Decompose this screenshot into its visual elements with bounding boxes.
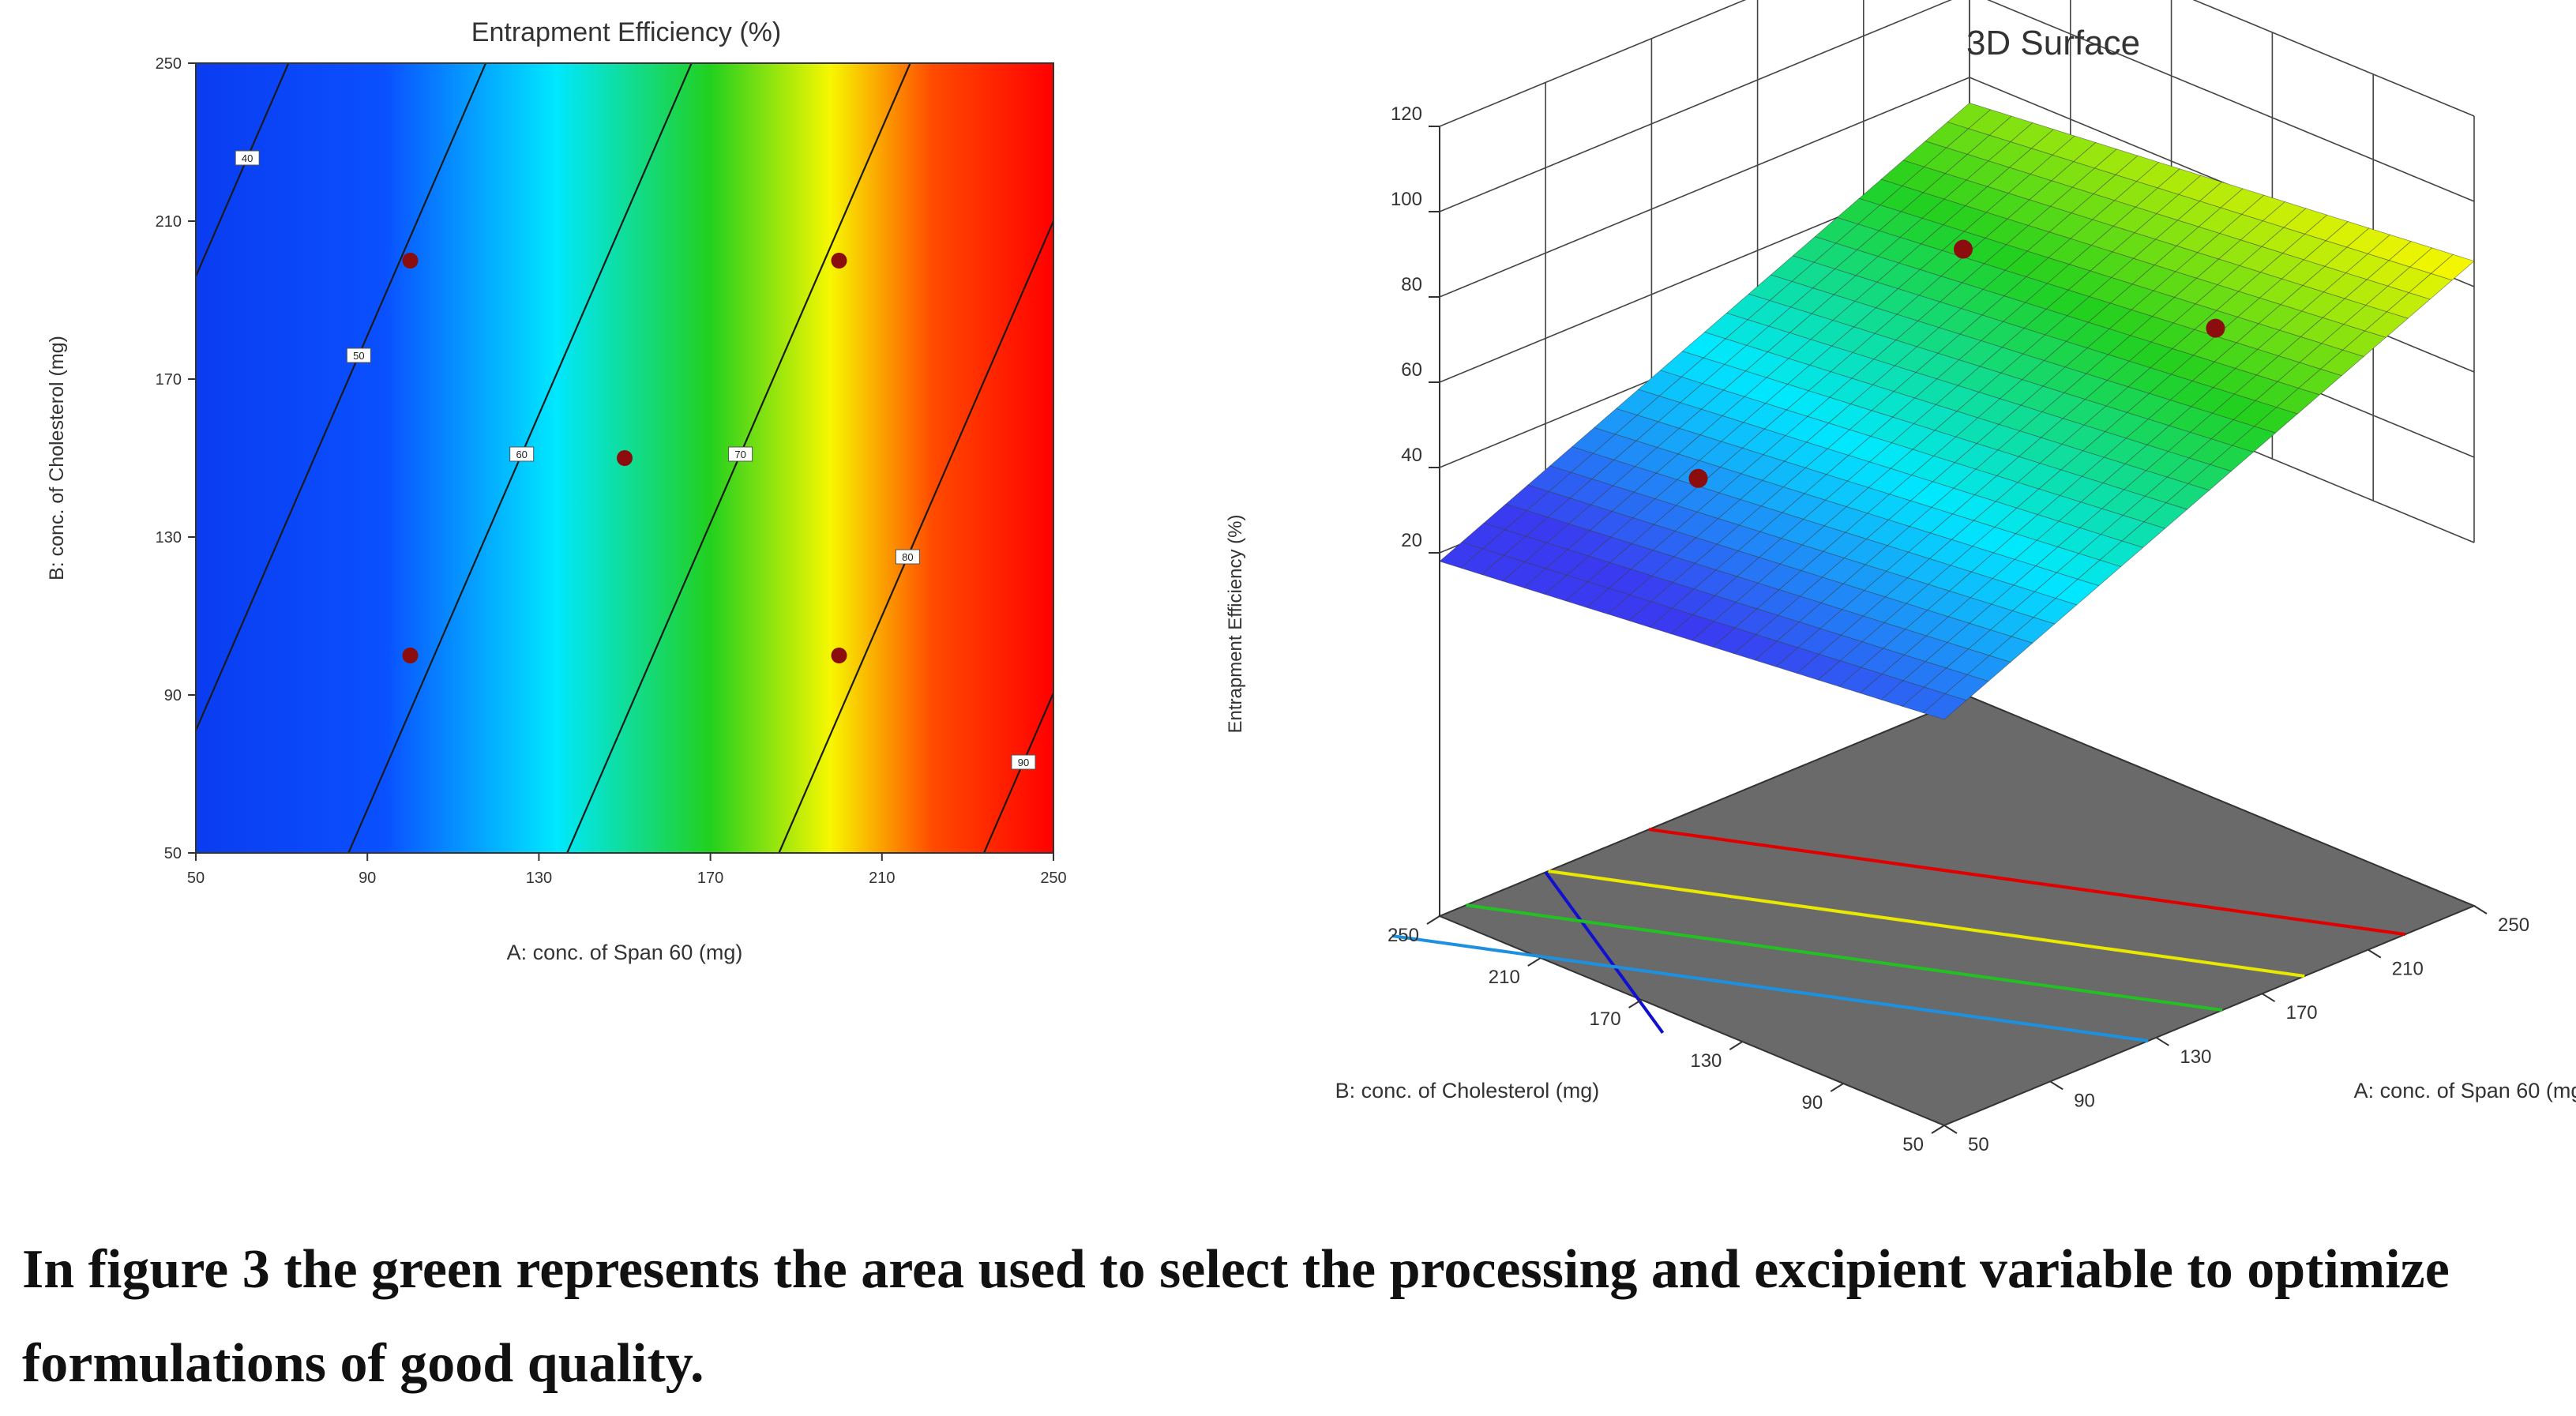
- b-axis-label: B: conc. of Cholesterol (mg): [1335, 1079, 1600, 1102]
- x-tick-label: 170: [697, 870, 723, 887]
- contour-label-80: 80: [902, 551, 913, 563]
- a-tick-mark: [2368, 948, 2382, 959]
- contour-label-box-60: [509, 446, 535, 462]
- floor-contour-line: [1548, 870, 2305, 978]
- b-tick-mark: [1931, 1125, 1945, 1134]
- a-tick-mark: [2049, 1080, 2063, 1091]
- z-axis-label: Entrapment Efficiency (%): [1225, 515, 1246, 734]
- z-tick-label: 120: [1391, 103, 1422, 125]
- contour-design-point: [831, 253, 847, 269]
- a-tick-mark: [1943, 1125, 1958, 1134]
- b-tick-label: 90: [1801, 1092, 1823, 1114]
- x-tick-label: 130: [526, 870, 552, 887]
- y-axis-label: B: conc. of Cholesterol (mg): [46, 336, 68, 580]
- y-tick-label: 130: [156, 529, 182, 546]
- contour-frame: [195, 62, 1054, 854]
- a-tick-mark: [2473, 905, 2488, 915]
- a-tick-label: 90: [2074, 1090, 2095, 1111]
- a-tick-label: 130: [2180, 1046, 2211, 1068]
- contour-design-point: [402, 648, 419, 663]
- figure: Entrapment Efficiency (%) 3D Surface 40 5…: [46, 0, 2576, 1155]
- contour-label-50: 50: [353, 350, 364, 362]
- contour-design-point: [831, 648, 847, 663]
- floor-contour-line: [1466, 903, 2223, 1012]
- a-tick-label: 250: [2498, 915, 2529, 936]
- b-tick-label: 130: [1690, 1050, 1722, 1072]
- figure-caption: In figure 3 the green represents the are…: [22, 1239, 2450, 1394]
- contour-label-40: 40: [242, 152, 253, 164]
- a-tick-label: 170: [2286, 1002, 2318, 1024]
- b-tick-mark: [1628, 999, 1643, 1008]
- a-tick-mark: [2262, 993, 2276, 1003]
- contour-plot-title: Entrapment Efficiency (%): [471, 17, 782, 47]
- contour-label-box-70: [728, 446, 753, 462]
- contour-label-60: 60: [516, 449, 527, 460]
- b-tick-label: 170: [1590, 1008, 1621, 1030]
- wall-grid-line: [1439, 0, 2475, 212]
- x-tick-label: 90: [359, 870, 376, 887]
- a-tick-mark: [2155, 1036, 2169, 1046]
- surface-design-point: [2206, 318, 2225, 338]
- surface-floor: [1437, 695, 2476, 1127]
- b-tick-label: 210: [1489, 967, 1520, 988]
- contour-line-50: [196, 63, 487, 733]
- surface-cell: [1922, 693, 1967, 720]
- contour-label-box-90: [1011, 754, 1036, 770]
- a-tick-label: 210: [2392, 959, 2424, 980]
- z-tick-label: 80: [1401, 274, 1422, 295]
- floor-contour-line: [1648, 828, 2406, 937]
- floor-contour-line: [1544, 871, 1665, 1034]
- x-tick-label: 210: [869, 870, 895, 887]
- b-tick-mark: [1830, 1083, 1844, 1092]
- b-tick-mark: [1729, 1041, 1743, 1050]
- surface-plot: 20 40 60 80 100 120 50 90 130 170 210 250 50 90 130 170…: [1225, 0, 2576, 1155]
- contour-plot: 40 50 60 70 80 90 50 90 130 170 210 250 50 90 130 170 21…: [46, 55, 1067, 964]
- y-tick-label: 50: [164, 845, 182, 862]
- contour-label-90: 90: [1018, 757, 1029, 768]
- z-tick-label: 40: [1401, 445, 1422, 466]
- y-tick-label: 170: [156, 371, 182, 389]
- x-tick-label: 50: [187, 870, 205, 887]
- z-tick-label: 20: [1401, 530, 1422, 551]
- contour-label-70: 70: [734, 449, 745, 460]
- b-tick-label: 250: [1388, 925, 1419, 946]
- surface-design-point: [1954, 239, 1973, 259]
- a-axis-label: A: conc. of Span 60 (mg): [2354, 1079, 2576, 1102]
- y-tick-label: 250: [156, 55, 182, 73]
- surface-design-point: [1688, 468, 1708, 488]
- x-axis-label: A: conc. of Span 60 (mg): [507, 941, 743, 964]
- x-tick-label: 250: [1040, 870, 1066, 887]
- charts-svg: 40 50 60 70 80 90 50 90 130 170 210 250 50 90 130 170 21…: [46, 0, 2576, 1155]
- b-tick-mark: [1527, 957, 1541, 967]
- floor-contours: [1391, 828, 2406, 1042]
- y-tick-label: 210: [156, 213, 182, 231]
- contour-design-point: [402, 253, 419, 269]
- contour-label-box-80: [895, 549, 920, 565]
- contour-label-box-50: [346, 347, 371, 363]
- wall-grid-line: [1439, 0, 2475, 127]
- contour-design-point: [617, 450, 633, 466]
- floor-contour-line: [1391, 934, 2149, 1042]
- contour-line-80: [778, 219, 1053, 853]
- contour-label-box-40: [235, 150, 260, 166]
- surface-plot-title: 3D Surface: [1966, 24, 2141, 62]
- surface-mesh: [1439, 103, 2475, 720]
- z-tick-label: 100: [1391, 189, 1422, 210]
- contour-line-40: [196, 63, 290, 279]
- a-tick-label: 50: [1968, 1134, 1989, 1155]
- y-tick-label: 90: [164, 687, 182, 704]
- b-tick-label: 50: [1902, 1134, 1924, 1155]
- contour-line-90: [983, 690, 1053, 853]
- z-tick-label: 60: [1401, 359, 1422, 381]
- b-tick-mark: [1426, 915, 1440, 925]
